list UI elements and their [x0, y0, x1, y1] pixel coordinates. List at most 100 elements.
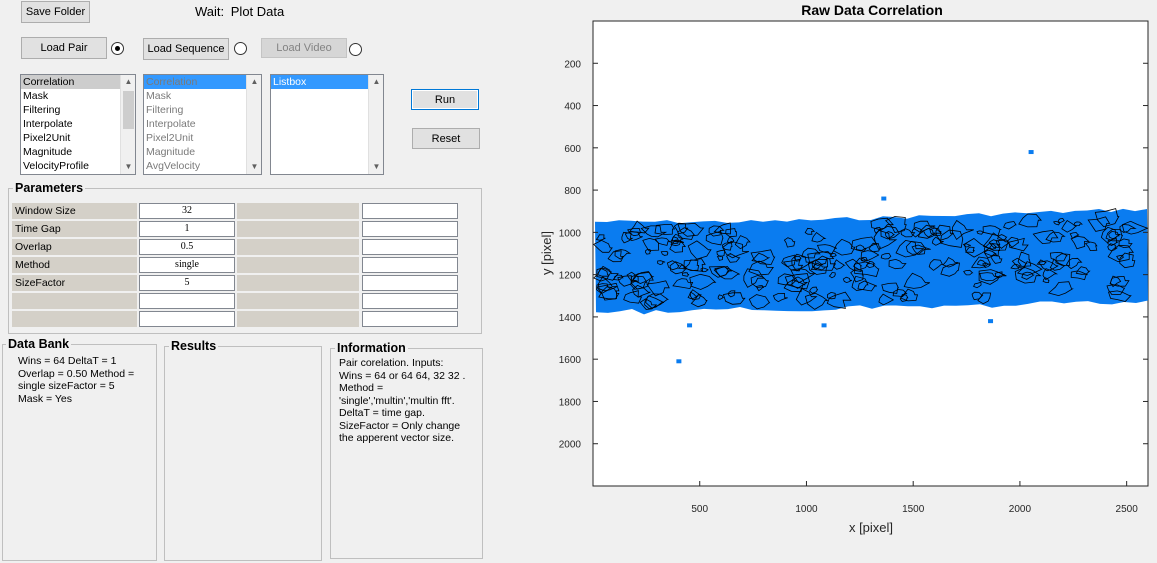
param-value-field[interactable]: 5: [139, 275, 235, 291]
list-item[interactable]: Interpolate: [146, 118, 196, 130]
contour-line: [982, 262, 992, 268]
load-video-radio[interactable]: [349, 43, 362, 56]
param-value-field-extra[interactable]: [362, 257, 458, 273]
contour-line: [965, 246, 975, 253]
x-tick-label: 1000: [795, 504, 818, 515]
list-item[interactable]: Mask: [146, 90, 172, 102]
scroll-thumb[interactable]: [123, 91, 134, 129]
contour-line: [639, 298, 658, 310]
contour-line: [970, 256, 992, 269]
contour-line: [811, 231, 827, 243]
list-item[interactable]: Magnitude: [146, 146, 196, 158]
contour-line: [1075, 266, 1091, 275]
selected-process-listbox[interactable]: Correlation Mask Filtering Interpolate Pixel…: [143, 74, 262, 175]
contour-line: [654, 237, 671, 246]
scroll-up-icon[interactable]: ▲: [250, 77, 259, 86]
contour-line: [1032, 229, 1059, 245]
list-item[interactable]: Filtering: [146, 104, 184, 116]
contour-line: [646, 280, 670, 297]
param-value-field[interactable]: [139, 293, 235, 309]
list-item[interactable]: Correlation: [21, 75, 135, 89]
contour-line: [716, 255, 724, 261]
contour-line: [1045, 231, 1066, 243]
contour-line: [1055, 253, 1071, 266]
third-list-scrollbar[interactable]: ▲ ▼: [368, 75, 383, 174]
contour-line: [721, 241, 733, 251]
scroll-down-icon[interactable]: ▼: [250, 162, 259, 171]
contour-line: [1017, 251, 1032, 267]
param-value-field-extra[interactable]: [362, 311, 458, 327]
contour-line: [983, 242, 1001, 257]
param-value-field-extra[interactable]: [362, 239, 458, 255]
param-label-extra: [237, 293, 359, 309]
contour-line: [632, 271, 655, 284]
contour-line: [982, 232, 1009, 251]
list-item[interactable]: Interpolate: [23, 118, 73, 130]
param-value-field[interactable]: single: [139, 257, 235, 273]
load-pair-radio[interactable]: [111, 42, 124, 55]
contour-line: [964, 238, 991, 258]
contour-line: [595, 234, 606, 241]
scroll-up-icon[interactable]: ▲: [372, 77, 381, 86]
contour-line: [623, 290, 643, 304]
contour-line: [1007, 236, 1019, 248]
load-pair-button[interactable]: Load Pair: [21, 37, 107, 59]
list-item[interactable]: AvgVelocity: [146, 160, 201, 172]
axis-ticks: 500 1000 1500 2000 2500 200 400 600 800 1000 1200 1…: [559, 59, 1148, 515]
contour-line: [816, 244, 837, 254]
contour-line: [677, 222, 705, 237]
list-item[interactable]: Filtering: [23, 104, 61, 116]
list-item[interactable]: Pixel2Unit: [23, 132, 71, 144]
process-list-scrollbar[interactable]: ▲ ▼: [120, 75, 135, 174]
contour-line: [976, 259, 987, 266]
contour-line: [833, 238, 856, 256]
param-value-field[interactable]: 1: [139, 221, 235, 237]
contour-line: [860, 257, 868, 262]
contour-line: [751, 252, 771, 263]
list-item[interactable]: Magnitude: [23, 146, 73, 158]
load-sequence-radio[interactable]: [234, 42, 247, 55]
y-tick-label: 200: [564, 59, 581, 70]
contour-line: [734, 235, 751, 250]
param-value-field-extra[interactable]: [362, 293, 458, 309]
contour-line: [669, 240, 687, 253]
contour-line: [828, 272, 836, 279]
contour-line: [793, 255, 802, 262]
list-item[interactable]: Correlation: [144, 75, 261, 89]
contour-line: [885, 216, 907, 233]
scroll-down-icon[interactable]: ▼: [124, 162, 133, 171]
contour-line: [994, 271, 1005, 279]
data-bank-panel: Data Bank Wins = 64 DeltaT = 1 Overlap = …: [2, 337, 157, 561]
param-value-field-extra[interactable]: [362, 221, 458, 237]
run-button[interactable]: Run: [411, 89, 479, 110]
selected-list-scrollbar[interactable]: ▲ ▼: [246, 75, 261, 174]
contour-line: [982, 225, 1003, 237]
contour-line: [1070, 235, 1090, 250]
param-value-field-extra[interactable]: [362, 275, 458, 291]
list-item[interactable]: Listbox: [271, 75, 383, 89]
contour-line: [873, 229, 898, 250]
list-item[interactable]: Mask: [23, 90, 49, 102]
third-listbox[interactable]: Listbox ▲ ▼: [270, 74, 384, 175]
list-item[interactable]: VelocityProfile: [23, 160, 89, 172]
contour-line: [1107, 243, 1118, 252]
param-value-field[interactable]: 32: [139, 203, 235, 219]
load-video-button[interactable]: Load Video: [261, 38, 347, 58]
param-value-field[interactable]: [139, 311, 235, 327]
contour-line: [1010, 263, 1021, 270]
list-item[interactable]: Pixel2Unit: [146, 132, 194, 144]
data-bank-title: Data Bank: [6, 337, 72, 351]
param-value-field-extra[interactable]: [362, 203, 458, 219]
scroll-up-icon[interactable]: ▲: [124, 77, 133, 86]
x-tick-label: 500: [691, 504, 708, 515]
contour-line: [892, 289, 908, 298]
reset-button[interactable]: Reset: [412, 128, 480, 149]
save-folder-button[interactable]: Save Folder: [21, 1, 90, 23]
param-value-field[interactable]: 0.5: [139, 239, 235, 255]
contour-line: [827, 291, 836, 300]
process-listbox[interactable]: Correlation Mask Filtering Interpolate Pixel…: [20, 74, 136, 175]
contour-line: [1087, 216, 1111, 232]
contour-line: [1073, 221, 1083, 227]
scroll-down-icon[interactable]: ▼: [372, 162, 381, 171]
load-sequence-button[interactable]: Load Sequence: [143, 38, 229, 60]
